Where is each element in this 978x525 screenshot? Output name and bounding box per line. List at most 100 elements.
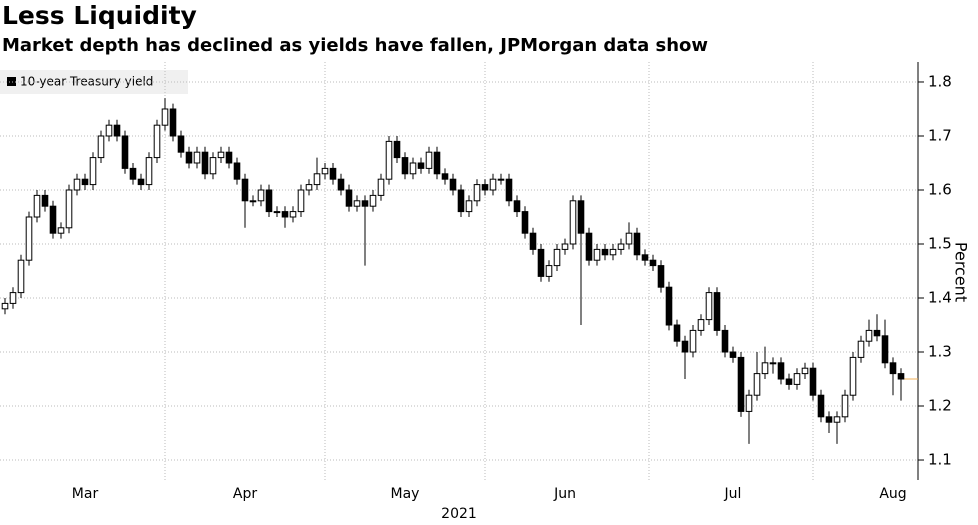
candle-body bbox=[337, 178, 345, 191]
candle-body bbox=[473, 184, 481, 202]
candle-body bbox=[353, 200, 361, 207]
candle-body bbox=[385, 140, 393, 180]
candle-body bbox=[73, 178, 81, 191]
candle-body bbox=[313, 173, 321, 186]
x-tick-label: Jun bbox=[553, 486, 576, 502]
candle-body bbox=[521, 211, 529, 234]
candle-body bbox=[481, 184, 489, 191]
candle-body bbox=[409, 162, 417, 175]
candle-body bbox=[873, 329, 881, 337]
candle-body bbox=[553, 248, 561, 267]
candle-body bbox=[33, 194, 41, 218]
candle-body bbox=[633, 232, 641, 256]
candle-body bbox=[233, 162, 241, 180]
candle-body bbox=[849, 356, 857, 396]
y-axis-label: Percent bbox=[952, 242, 971, 302]
candle-body bbox=[81, 178, 89, 186]
candle-body bbox=[281, 211, 289, 218]
legend-label: 10-year Treasury yield bbox=[20, 75, 153, 89]
candle-body bbox=[49, 205, 57, 234]
y-tick-label: 1.2 bbox=[928, 397, 952, 415]
candle-body bbox=[161, 108, 169, 126]
candle-body bbox=[273, 211, 281, 214]
x-tick-label: Aug bbox=[879, 486, 906, 502]
candle-body bbox=[889, 362, 897, 375]
candle-body bbox=[457, 189, 465, 213]
candle-body bbox=[89, 157, 97, 186]
candle-body bbox=[817, 394, 825, 418]
candle-body bbox=[241, 178, 249, 202]
candle-body bbox=[441, 173, 449, 180]
candle-body bbox=[1, 302, 9, 310]
candle-body bbox=[793, 373, 801, 385]
candle-body bbox=[785, 378, 793, 385]
candle-body bbox=[25, 216, 33, 261]
candle-body bbox=[569, 200, 577, 245]
candle-body bbox=[897, 373, 905, 380]
candle-body bbox=[17, 259, 25, 294]
candle-body bbox=[433, 151, 441, 175]
candle-body bbox=[137, 178, 145, 186]
candle-body bbox=[57, 227, 65, 234]
candle-body bbox=[209, 157, 217, 175]
candle-body bbox=[649, 259, 657, 267]
candle-body bbox=[665, 286, 673, 326]
y-tick-label: 1.4 bbox=[928, 289, 952, 307]
x-tick-label: Jul bbox=[724, 486, 742, 502]
candle-body bbox=[529, 232, 537, 250]
candle-body bbox=[257, 189, 265, 202]
legend-swatch bbox=[7, 77, 16, 86]
x-tick-label: Apr bbox=[233, 486, 257, 502]
candle-body bbox=[625, 232, 633, 245]
candle-body bbox=[801, 367, 809, 375]
candle-body bbox=[697, 319, 705, 331]
candle-body bbox=[169, 108, 177, 137]
candle-body bbox=[121, 135, 129, 169]
candle-body bbox=[713, 292, 721, 331]
candle-body bbox=[705, 292, 713, 321]
candle-body bbox=[401, 157, 409, 175]
candle-body bbox=[417, 162, 425, 169]
candle-body bbox=[681, 340, 689, 353]
candle-body bbox=[657, 265, 665, 288]
candle-body bbox=[865, 329, 873, 342]
candle-body bbox=[297, 189, 305, 213]
candle-body bbox=[449, 178, 457, 191]
chart-subtitle: Market depth has declined as yields have… bbox=[2, 35, 708, 56]
candle-body bbox=[737, 356, 745, 412]
candle-body bbox=[497, 178, 505, 181]
candle-body bbox=[9, 292, 17, 304]
candle-body bbox=[857, 340, 865, 358]
candle-body bbox=[201, 151, 209, 175]
candle-body bbox=[361, 200, 369, 207]
candle-body bbox=[321, 167, 329, 175]
candle-body bbox=[593, 248, 601, 261]
candle-body bbox=[65, 189, 73, 229]
candle-body bbox=[393, 140, 401, 159]
candle-body bbox=[185, 151, 193, 164]
candle-body bbox=[105, 124, 113, 137]
candle-body bbox=[41, 194, 49, 207]
x-tick-label: Mar bbox=[72, 486, 99, 502]
x-axis-label: 2021 bbox=[441, 506, 477, 522]
candle-body bbox=[617, 243, 625, 250]
candle-body bbox=[329, 167, 337, 180]
candle-body bbox=[841, 394, 849, 418]
candle-body bbox=[769, 362, 777, 365]
candle-body bbox=[689, 329, 697, 353]
candle-body bbox=[641, 254, 649, 261]
candle-body bbox=[761, 362, 769, 375]
candle-body bbox=[225, 151, 233, 164]
candle-body bbox=[753, 373, 761, 396]
candle-body bbox=[305, 184, 313, 191]
candle-body bbox=[833, 416, 841, 423]
candle-body bbox=[369, 194, 377, 207]
candle-body bbox=[609, 248, 617, 256]
candle-body bbox=[113, 124, 121, 137]
y-tick-label: 1.6 bbox=[928, 180, 952, 198]
candle-body bbox=[289, 211, 297, 218]
candle-body bbox=[545, 265, 553, 277]
candle-body bbox=[265, 189, 273, 213]
x-tick-label: May bbox=[391, 486, 420, 502]
